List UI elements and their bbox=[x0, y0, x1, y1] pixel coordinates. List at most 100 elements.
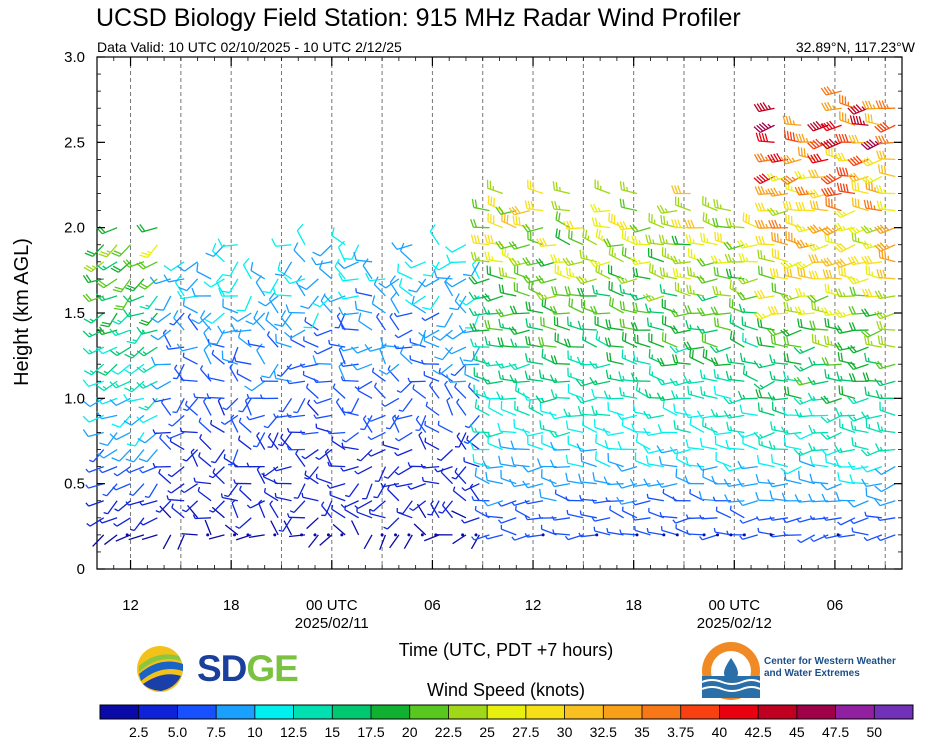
wind-barb bbox=[304, 470, 319, 485]
wind-barb bbox=[286, 427, 305, 434]
wind-barb bbox=[481, 293, 504, 302]
calm-dot bbox=[313, 533, 317, 537]
wind-barb bbox=[237, 435, 252, 451]
wind-barb bbox=[876, 516, 896, 521]
wind-barb bbox=[177, 261, 199, 272]
data-valid-range: Data Valid: 10 UTC 02/10/2025 - 10 UTC 2… bbox=[97, 39, 402, 55]
calm-dot bbox=[474, 533, 478, 537]
wind-barb bbox=[549, 459, 570, 469]
wind-barb bbox=[609, 505, 624, 519]
wind-barb bbox=[851, 437, 869, 451]
calm-dot bbox=[595, 533, 599, 537]
wind-barb bbox=[471, 534, 490, 541]
wind-barb bbox=[618, 371, 638, 382]
wind-barb bbox=[522, 428, 544, 437]
wind-barb bbox=[616, 496, 638, 505]
wind-barb bbox=[522, 465, 544, 473]
wind-barb bbox=[334, 258, 346, 280]
wind-barb bbox=[466, 435, 480, 451]
wind-barb bbox=[500, 469, 517, 485]
wind-barb bbox=[575, 378, 597, 387]
wind-barb bbox=[603, 238, 624, 248]
wind-barb bbox=[260, 376, 279, 382]
wind-barb bbox=[286, 379, 306, 385]
wind-barb bbox=[729, 314, 745, 331]
wind-barb bbox=[390, 292, 400, 314]
wind-barb bbox=[421, 295, 440, 311]
wind-barb bbox=[702, 348, 718, 365]
wind-barb bbox=[313, 378, 332, 384]
wind-barb bbox=[179, 375, 198, 382]
wind-barb bbox=[139, 517, 158, 526]
wind-barb bbox=[405, 295, 427, 306]
wind-barb bbox=[738, 252, 758, 263]
wind-barb bbox=[591, 217, 611, 229]
wind-barb bbox=[642, 293, 665, 302]
wind-barb bbox=[783, 352, 802, 365]
wind-barb bbox=[138, 449, 158, 463]
wind-barb bbox=[438, 500, 454, 514]
x-tick-label: 18 bbox=[625, 597, 642, 614]
wind-barb bbox=[199, 365, 212, 382]
wind-barb bbox=[713, 198, 732, 212]
colorbar: 2.5 5.0 7.5 10 12.5 15 17.5 20 22.5 25 27.5 30 32.5 3… bbox=[99, 704, 914, 740]
wind-barb bbox=[702, 417, 718, 434]
wind-barb bbox=[286, 513, 305, 519]
wind-barb bbox=[367, 431, 386, 441]
calm-dot bbox=[407, 533, 411, 537]
wind-barb bbox=[578, 532, 597, 538]
wind-barb bbox=[445, 374, 466, 383]
wind-barb bbox=[755, 473, 775, 485]
colorbar-swatch bbox=[680, 705, 720, 719]
wind-barb bbox=[865, 418, 883, 434]
wind-barb bbox=[82, 293, 104, 303]
wind-barb bbox=[246, 414, 265, 421]
wind-barb bbox=[860, 465, 883, 473]
wind-barb bbox=[767, 153, 789, 163]
wind-barb bbox=[362, 415, 373, 433]
colorbar-swatch bbox=[100, 705, 140, 719]
wind-barb bbox=[683, 375, 705, 385]
colorbar-swatch bbox=[293, 705, 333, 719]
wind-barb bbox=[369, 500, 386, 512]
wind-barb bbox=[128, 534, 145, 541]
wind-barb bbox=[875, 135, 896, 145]
wind-barb bbox=[304, 317, 319, 331]
wind-barb bbox=[687, 385, 705, 399]
wind-barb bbox=[159, 433, 172, 450]
wind-barb bbox=[659, 512, 678, 519]
x-tick-label: 18 bbox=[223, 597, 240, 614]
wind-barb bbox=[354, 380, 373, 390]
wind-barb bbox=[362, 483, 373, 500]
wind-barb bbox=[659, 284, 678, 297]
wind-barb bbox=[163, 261, 185, 272]
wind-barb bbox=[497, 422, 517, 434]
wind-barb bbox=[755, 491, 775, 502]
wind-barb bbox=[535, 395, 557, 404]
wind-barb bbox=[699, 534, 718, 541]
wind-barb bbox=[783, 531, 802, 536]
wind-barb bbox=[820, 187, 842, 197]
wind-barb bbox=[797, 146, 815, 161]
wind-barb bbox=[293, 242, 306, 263]
wind-barb bbox=[656, 204, 678, 214]
wind-barb bbox=[82, 379, 104, 387]
wind-barb bbox=[595, 228, 611, 246]
wind-barb bbox=[876, 200, 896, 212]
wind-barb bbox=[834, 243, 856, 253]
wind-barb bbox=[848, 322, 869, 332]
wind-barb bbox=[629, 224, 651, 233]
wind-barb bbox=[269, 500, 279, 519]
wind-barb bbox=[739, 404, 758, 417]
wind-barb bbox=[327, 461, 346, 468]
wind-barb bbox=[82, 397, 105, 408]
wind-barb bbox=[539, 402, 557, 417]
calm-dot bbox=[662, 533, 666, 537]
wind-barb bbox=[647, 247, 665, 263]
wind-barb bbox=[696, 275, 718, 284]
wind-barb bbox=[193, 393, 212, 399]
wind-barb bbox=[274, 312, 293, 327]
wind-barb bbox=[550, 441, 570, 451]
wind-barb bbox=[289, 500, 306, 514]
wind-barb bbox=[296, 223, 306, 246]
